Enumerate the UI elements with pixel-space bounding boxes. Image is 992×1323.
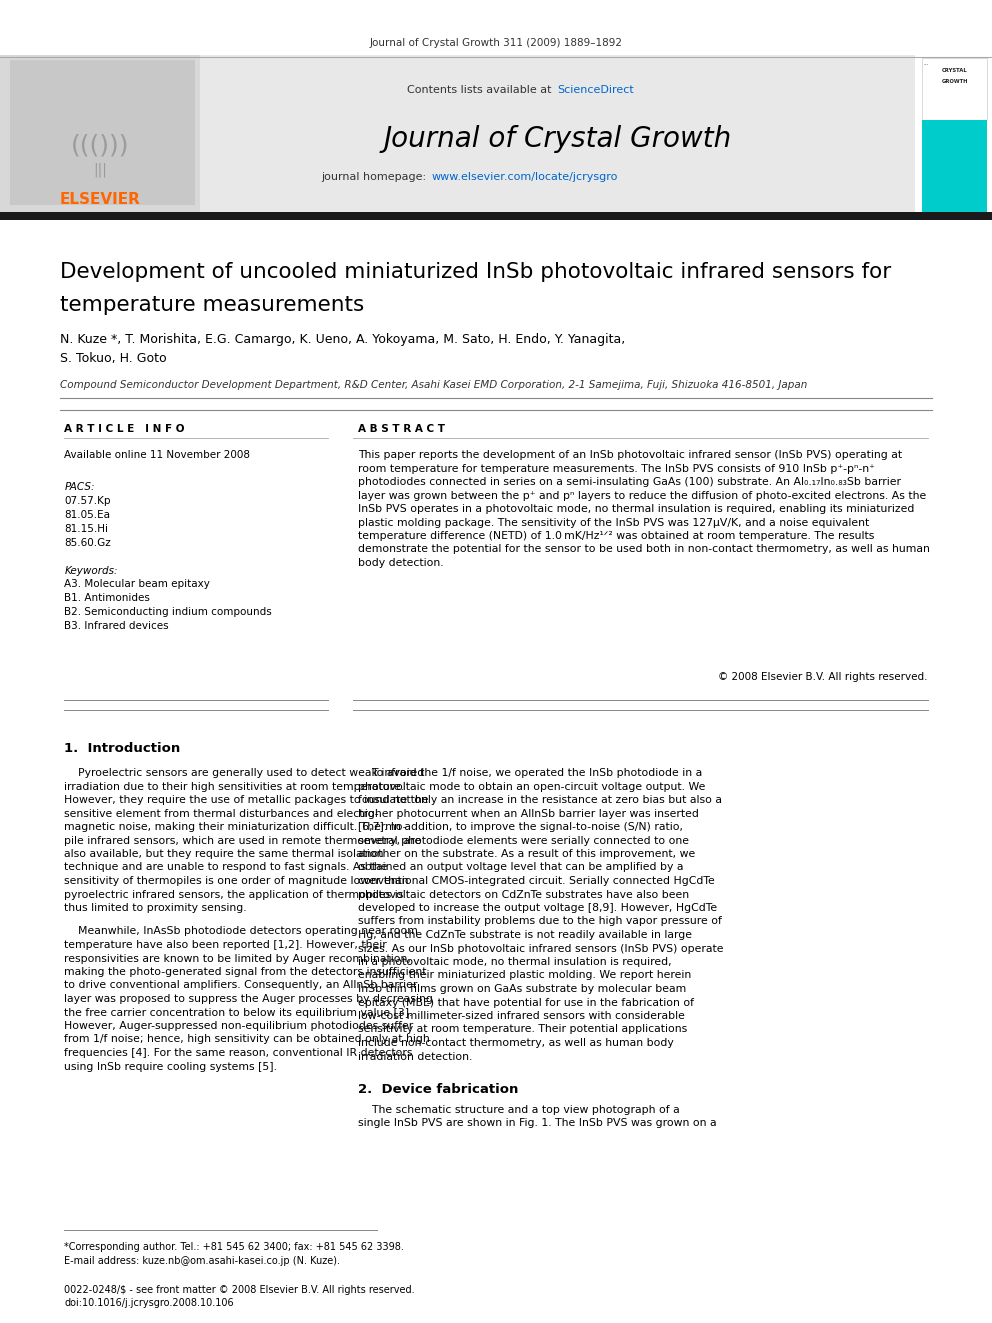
Text: making the photo-generated signal from the detectors insufficient: making the photo-generated signal from t…: [64, 967, 427, 976]
Text: S. Tokuo, H. Goto: S. Tokuo, H. Goto: [60, 352, 166, 365]
Text: ---: ---: [924, 62, 930, 67]
Text: sizes. As our InSb photovoltaic infrared sensors (InSb PVS) operate: sizes. As our InSb photovoltaic infrared…: [358, 943, 723, 954]
Text: layer was proposed to suppress the Auger processes by decreasing: layer was proposed to suppress the Auger…: [64, 994, 434, 1004]
Text: B3. Infrared devices: B3. Infrared devices: [64, 620, 169, 631]
Text: several photodiode elements were serially connected to one: several photodiode elements were seriall…: [358, 836, 688, 845]
Text: E-mail address: kuze.nb@om.asahi-kasei.co.jp (N. Kuze).: E-mail address: kuze.nb@om.asahi-kasei.c…: [64, 1256, 340, 1266]
Text: *Corresponding author. Tel.: +81 545 62 3400; fax: +81 545 62 3398.: *Corresponding author. Tel.: +81 545 62 …: [64, 1242, 405, 1252]
Text: Development of uncooled miniaturized InSb photovoltaic infrared sensors for: Development of uncooled miniaturized InS…: [60, 262, 891, 282]
Text: This paper reports the development of an InSb photovoltaic infrared sensor (InSb: This paper reports the development of an…: [358, 450, 902, 460]
Text: Keywords:: Keywords:: [64, 566, 118, 576]
Text: temperature difference (NETD) of 1.0 mK/Hz¹ᐟ² was obtained at room temperature. : temperature difference (NETD) of 1.0 mK/…: [358, 531, 874, 541]
Text: Journal of Crystal Growth: Journal of Crystal Growth: [384, 124, 732, 153]
Text: ScienceDirect: ScienceDirect: [557, 85, 634, 95]
Text: low-cost millimeter-sized infrared sensors with considerable: low-cost millimeter-sized infrared senso…: [358, 1011, 684, 1021]
Text: layer was grown between the p⁺ and pⁿ layers to reduce the diffusion of photo-ex: layer was grown between the p⁺ and pⁿ la…: [358, 491, 927, 500]
Text: |||: |||: [93, 163, 107, 177]
Text: Meanwhile, InAsSb photodiode detectors operating near room: Meanwhile, InAsSb photodiode detectors o…: [64, 926, 419, 937]
Text: GROWTH: GROWTH: [941, 79, 968, 83]
Text: single InSb PVS are shown in Fig. 1. The InSb PVS was grown on a: single InSb PVS are shown in Fig. 1. The…: [358, 1118, 716, 1129]
Text: magnetic noise, making their miniaturization difficult. Thermo-: magnetic noise, making their miniaturiza…: [64, 822, 407, 832]
Text: photovoltaic mode to obtain an open-circuit voltage output. We: photovoltaic mode to obtain an open-circ…: [358, 782, 705, 791]
Text: conventional CMOS-integrated circuit. Serially connected HgCdTe: conventional CMOS-integrated circuit. Se…: [358, 876, 714, 886]
Bar: [915, 56, 992, 212]
Text: suffers from instability problems due to the high vapor pressure of: suffers from instability problems due to…: [358, 917, 722, 926]
Text: ELSEVIER: ELSEVIER: [60, 192, 141, 206]
Text: www.elsevier.com/locate/jcrysgro: www.elsevier.com/locate/jcrysgro: [432, 172, 618, 183]
Text: found not only an increase in the resistance at zero bias but also a: found not only an increase in the resist…: [358, 795, 722, 804]
Text: N. Kuze *, T. Morishita, E.G. Camargo, K. Ueno, A. Yokoyama, M. Sato, H. Endo, Y: N. Kuze *, T. Morishita, E.G. Camargo, K…: [60, 333, 625, 347]
Text: frequencies [4]. For the same reason, conventional IR detectors: frequencies [4]. For the same reason, co…: [64, 1048, 413, 1058]
Text: sensitive element from thermal disturbances and electro-: sensitive element from thermal disturban…: [64, 808, 379, 819]
Text: [6,7]. In addition, to improve the signal-to-noise (S/N) ratio,: [6,7]. In addition, to improve the signa…: [358, 822, 682, 832]
Bar: [0, 56, 200, 212]
Text: photodiodes connected in series on a semi-insulating GaAs (100) substrate. An Al: photodiodes connected in series on a sem…: [358, 478, 901, 487]
Text: CRYSTAL: CRYSTAL: [942, 67, 968, 73]
Bar: [922, 58, 987, 120]
Text: temperature measurements: temperature measurements: [60, 295, 364, 315]
Text: to drive conventional amplifiers. Consequently, an AllnSb barrier: to drive conventional amplifiers. Conseq…: [64, 980, 418, 991]
Text: 07.57.Kp: 07.57.Kp: [64, 496, 111, 505]
Text: 1.  Introduction: 1. Introduction: [64, 742, 181, 755]
Text: 0022-0248/$ - see front matter © 2008 Elsevier B.V. All rights reserved.: 0022-0248/$ - see front matter © 2008 El…: [64, 1285, 415, 1295]
Text: To avoid the 1/f noise, we operated the InSb photodiode in a: To avoid the 1/f noise, we operated the …: [358, 767, 702, 778]
Text: using InSb require cooling systems [5].: using InSb require cooling systems [5].: [64, 1061, 278, 1072]
Text: from 1/f noise; hence, high sensitivity can be obtained only at high: from 1/f noise; hence, high sensitivity …: [64, 1035, 431, 1044]
Text: pyroelectric infrared sensors, the application of thermopiles is: pyroelectric infrared sensors, the appli…: [64, 889, 404, 900]
Text: InSb PVS operates in a photovoltaic mode, no thermal insulation is required, ena: InSb PVS operates in a photovoltaic mode…: [358, 504, 915, 515]
Text: enabling their miniaturized plastic molding. We report herein: enabling their miniaturized plastic mold…: [358, 971, 691, 980]
Text: sensitivity at room temperature. Their potential applications: sensitivity at room temperature. Their p…: [358, 1024, 687, 1035]
Text: B1. Antimonides: B1. Antimonides: [64, 593, 151, 603]
Text: developed to increase the output voltage [8,9]. However, HgCdTe: developed to increase the output voltage…: [358, 904, 717, 913]
Text: Contents lists available at: Contents lists available at: [407, 85, 555, 95]
Text: another on the substrate. As a result of this improvement, we: another on the substrate. As a result of…: [358, 849, 695, 859]
Text: thus limited to proximity sensing.: thus limited to proximity sensing.: [64, 904, 247, 913]
Bar: [0, 212, 992, 220]
Text: 81.15.Hi: 81.15.Hi: [64, 524, 108, 534]
Text: journal homepage:: journal homepage:: [321, 172, 430, 183]
Text: Pyroelectric sensors are generally used to detect weak infrared: Pyroelectric sensors are generally used …: [64, 767, 425, 778]
Text: sensitivity of thermopiles is one order of magnitude lower than: sensitivity of thermopiles is one order …: [64, 876, 409, 886]
Text: A B S T R A C T: A B S T R A C T: [358, 423, 444, 434]
Text: obtained an output voltage level that can be amplified by a: obtained an output voltage level that ca…: [358, 863, 683, 872]
Text: Hg, and the CdZnTe substrate is not readily available in large: Hg, and the CdZnTe substrate is not read…: [358, 930, 691, 941]
Text: The schematic structure and a top view photograph of a: The schematic structure and a top view p…: [358, 1105, 680, 1115]
Text: photovoltaic detectors on CdZnTe substrates have also been: photovoltaic detectors on CdZnTe substra…: [358, 889, 689, 900]
Text: temperature have also been reported [1,2]. However, their: temperature have also been reported [1,2…: [64, 941, 387, 950]
Text: A3. Molecular beam epitaxy: A3. Molecular beam epitaxy: [64, 579, 210, 589]
Text: include non-contact thermometry, as well as human body: include non-contact thermometry, as well…: [358, 1039, 674, 1048]
Text: ((())): ((())): [70, 134, 129, 157]
Text: A R T I C L E   I N F O: A R T I C L E I N F O: [64, 423, 185, 434]
Text: However, they require the use of metallic packages to insulate the: However, they require the use of metalli…: [64, 795, 429, 804]
Text: the free carrier concentration to below its equilibrium value [3].: the free carrier concentration to below …: [64, 1008, 413, 1017]
Text: pile infrared sensors, which are used in remote thermometry, are: pile infrared sensors, which are used in…: [64, 836, 422, 845]
Bar: [10, 60, 195, 205]
Text: 2.  Device fabrication: 2. Device fabrication: [358, 1084, 518, 1095]
Bar: [200, 56, 915, 212]
Text: irradiation due to their high sensitivities at room temperature.: irradiation due to their high sensitivit…: [64, 782, 405, 791]
Text: 81.05.Ea: 81.05.Ea: [64, 509, 110, 520]
Text: irradiation detection.: irradiation detection.: [358, 1052, 472, 1061]
Text: Journal of Crystal Growth 311 (2009) 1889–1892: Journal of Crystal Growth 311 (2009) 188…: [369, 38, 623, 48]
Text: Compound Semiconductor Development Department, R&D Center, Asahi Kasei EMD Corpo: Compound Semiconductor Development Depar…: [60, 380, 806, 390]
Text: plastic molding package. The sensitivity of the InSb PVS was 127μV/K, and a nois: plastic molding package. The sensitivity…: [358, 517, 869, 528]
Text: technique and are unable to respond to fast signals. As the: technique and are unable to respond to f…: [64, 863, 388, 872]
Text: B2. Semiconducting indium compounds: B2. Semiconducting indium compounds: [64, 607, 272, 617]
Text: also available, but they require the same thermal isolation: also available, but they require the sam…: [64, 849, 384, 859]
Text: in a photovoltaic mode, no thermal insulation is required,: in a photovoltaic mode, no thermal insul…: [358, 957, 672, 967]
Text: demonstrate the potential for the sensor to be used both in non-contact thermome: demonstrate the potential for the sensor…: [358, 545, 930, 554]
Text: doi:10.1016/j.jcrysgro.2008.10.106: doi:10.1016/j.jcrysgro.2008.10.106: [64, 1298, 234, 1308]
Text: higher photocurrent when an AllnSb barrier layer was inserted: higher photocurrent when an AllnSb barri…: [358, 808, 698, 819]
Text: PACS:: PACS:: [64, 482, 95, 492]
Text: responsivities are known to be limited by Auger recombination,: responsivities are known to be limited b…: [64, 954, 412, 963]
Text: body detection.: body detection.: [358, 558, 443, 568]
Text: room temperature for temperature measurements. The InSb PVS consists of 910 InSb: room temperature for temperature measure…: [358, 463, 875, 474]
Bar: [922, 120, 987, 212]
Text: InSb thin films grown on GaAs substrate by molecular beam: InSb thin films grown on GaAs substrate …: [358, 984, 686, 994]
Text: 85.60.Gz: 85.60.Gz: [64, 538, 111, 548]
Text: epitaxy (MBE) that have potential for use in the fabrication of: epitaxy (MBE) that have potential for us…: [358, 998, 693, 1008]
Text: Available online 11 November 2008: Available online 11 November 2008: [64, 450, 250, 460]
Text: However, Auger-suppressed non-equilibrium photodiodes suffer: However, Auger-suppressed non-equilibriu…: [64, 1021, 414, 1031]
Text: © 2008 Elsevier B.V. All rights reserved.: © 2008 Elsevier B.V. All rights reserved…: [718, 672, 928, 681]
